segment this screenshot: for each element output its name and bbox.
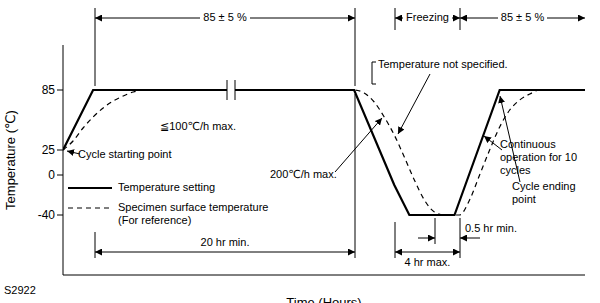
svg-text:-40: -40 (38, 208, 56, 222)
html-text:200℃/h max.: 200℃/h max. (270, 168, 337, 180)
html-text:Specimen surface temperature (: Specimen surface temperature (For refere… (118, 201, 269, 226)
html-text:Temperature not specified.: Temperature not specified. (378, 58, 508, 70)
html-text:20 hr min.: 20 hr min. (200, 236, 250, 248)
html-text:4 hr max.: 4 hr max. (404, 256, 451, 268)
html-text:85 ± 5 %: 85 ± 5 % (500, 11, 545, 23)
html-text:Continuous operation for 10 cy: Continuous operation for 10 cycles (500, 138, 578, 176)
svg-text:85: 85 (42, 83, 56, 97)
html-text:Freezing: Freezing (406, 11, 449, 23)
html-text:S2922: S2922 (4, 284, 36, 296)
html-text:85 ± 5 %: 85 ± 5 % (203, 11, 247, 23)
svg-text:0: 0 (48, 168, 55, 182)
svg-text:Time (Hours): Time (Hours) (286, 295, 361, 303)
html-text:≦100℃/h max.: ≦100℃/h max. (160, 120, 236, 132)
svg-text:Temperature (℃): Temperature (℃) (8, 110, 18, 210)
html-text:Cycle ending point: Cycle ending point (512, 180, 576, 205)
html-text:0.5 hr min.: 0.5 hr min. (465, 222, 517, 234)
svg-text:25: 25 (42, 143, 56, 157)
html-text:Cycle starting point: Cycle starting point (78, 148, 172, 160)
html-text:Temperature setting: Temperature setting (118, 181, 216, 193)
